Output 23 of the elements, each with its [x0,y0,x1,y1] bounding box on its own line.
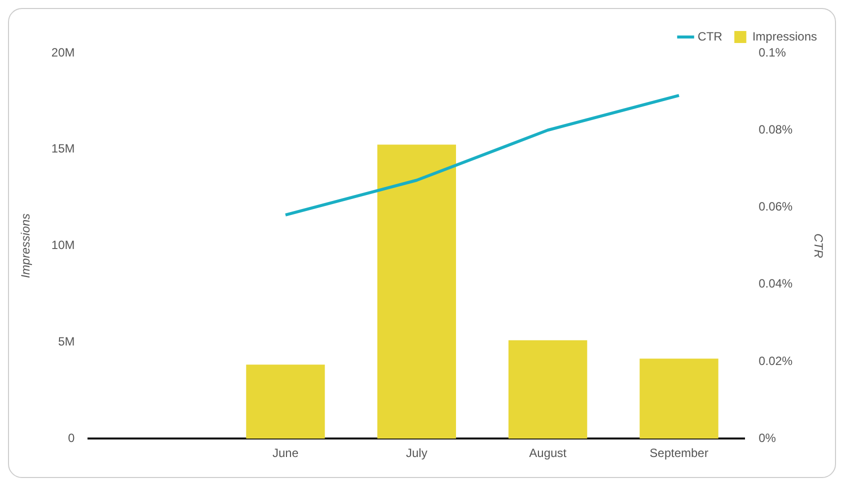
y2-tick-label: 0.04% [758,276,793,291]
bar [508,340,588,439]
y2-axis-title: CTR [811,233,826,258]
y-tick-label: 0 [68,430,76,445]
y2-tick-label: 0% [758,430,776,445]
y-tick-label: 15M [51,142,75,156]
bar [377,144,456,439]
y2-tick-label: 0.06% [758,200,793,214]
y2-tick-label: 0.1% [758,45,786,60]
y2-tick-label: 0.08% [758,122,793,136]
x-tick-label: September [650,446,708,460]
bar [640,358,718,439]
y-tick-label: 5M [58,334,75,349]
x-tick-label: August [529,446,568,460]
legend-label: CTR [698,29,723,44]
y-tick-label: 20M [51,45,75,60]
x-tick-label: June [272,446,299,460]
y2-tick-label: 0.02% [758,354,793,368]
bar [246,364,325,439]
y-tick-label: 10M [51,238,75,252]
y-axis-title: Impressions [18,213,33,278]
legend-label: Impressions [752,29,817,44]
x-tick-label: July [406,446,428,460]
